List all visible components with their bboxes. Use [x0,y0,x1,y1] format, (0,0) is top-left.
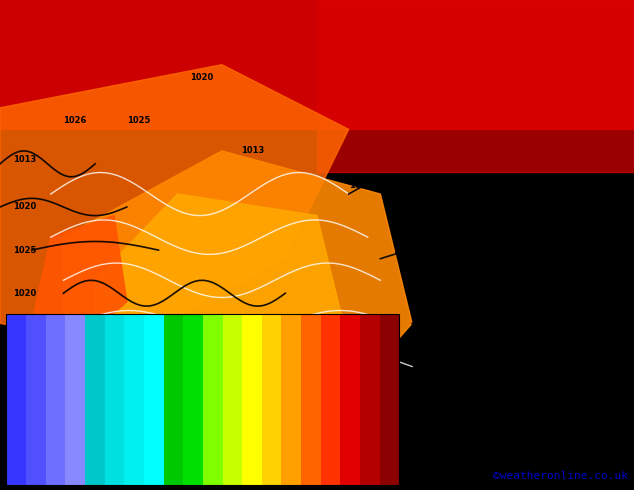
Text: 1013: 1013 [241,147,264,155]
Text: 995: 995 [114,427,131,436]
Text: 1000: 1000 [51,427,74,436]
Text: 1020: 1020 [13,289,36,298]
Text: 1010: 1010 [539,254,562,263]
Text: We 12-06-2024 12:00 UTC (12+240): We 12-06-2024 12:00 UTC (12+240) [387,440,628,453]
Text: 1010: 1010 [13,375,36,384]
Polygon shape [95,194,349,431]
Polygon shape [171,354,266,431]
Text: 1026: 1026 [63,116,87,125]
Text: 1010: 1010 [393,245,417,255]
Polygon shape [32,216,127,345]
Text: 1013: 1013 [476,190,499,198]
Text: 1020: 1020 [190,73,214,82]
Text: Theta-W 850hPa [hPa] ECMWF: Theta-W 850hPa [hPa] ECMWF [6,440,202,453]
Polygon shape [63,151,412,431]
Text: 1013: 1013 [431,310,455,319]
Text: 1015: 1015 [349,181,372,190]
Text: 1013: 1013 [13,332,36,341]
Text: 1013: 1013 [583,319,607,328]
Text: 1013: 1013 [13,155,36,164]
Text: 1005: 1005 [13,410,36,418]
Text: 1025: 1025 [127,116,150,125]
Text: 1025: 1025 [13,245,36,255]
Polygon shape [0,65,349,345]
Text: ©weatheronline.co.uk: ©weatheronline.co.uk [493,471,628,481]
Text: 1020: 1020 [13,202,36,212]
